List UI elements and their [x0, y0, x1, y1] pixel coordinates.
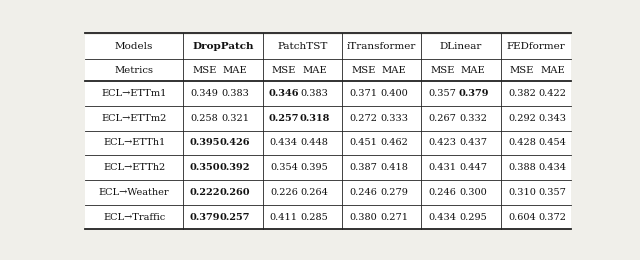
Text: 0.388: 0.388 [508, 163, 536, 172]
Text: 0.321: 0.321 [221, 114, 249, 123]
Text: 0.333: 0.333 [380, 114, 408, 123]
Text: 0.264: 0.264 [301, 188, 328, 197]
Text: ECL→ETTh1: ECL→ETTh1 [103, 139, 165, 147]
Text: 0.448: 0.448 [301, 139, 328, 147]
Text: 0.434: 0.434 [429, 213, 456, 222]
Text: 0.260: 0.260 [220, 188, 251, 197]
Text: DLinear: DLinear [440, 42, 482, 51]
Text: 0.418: 0.418 [380, 163, 408, 172]
Text: DropPatch: DropPatch [192, 42, 253, 51]
Text: PatchTST: PatchTST [277, 42, 328, 51]
Text: 0.372: 0.372 [539, 213, 566, 222]
Text: 0.350: 0.350 [189, 163, 220, 172]
Text: 0.226: 0.226 [270, 188, 298, 197]
Text: 0.371: 0.371 [349, 89, 377, 98]
Text: MAE: MAE [540, 66, 565, 75]
Text: 0.383: 0.383 [221, 89, 249, 98]
Text: MSE: MSE [509, 66, 534, 75]
Text: MAE: MAE [461, 66, 486, 75]
Text: 0.395: 0.395 [301, 163, 328, 172]
Text: 0.246: 0.246 [349, 188, 377, 197]
Text: ECL→ETTh2: ECL→ETTh2 [103, 163, 165, 172]
Text: ECL→Weather: ECL→Weather [99, 188, 170, 197]
Text: 0.279: 0.279 [380, 188, 408, 197]
Text: 0.379: 0.379 [189, 213, 220, 222]
Text: Models: Models [115, 42, 153, 51]
Text: 0.380: 0.380 [349, 213, 377, 222]
Text: 0.379: 0.379 [458, 89, 488, 98]
Text: MSE: MSE [192, 66, 217, 75]
Text: 0.222: 0.222 [189, 188, 220, 197]
Text: ECL→ETTm1: ECL→ETTm1 [101, 89, 167, 98]
Text: 0.295: 0.295 [460, 213, 487, 222]
Text: 0.246: 0.246 [429, 188, 456, 197]
Text: 0.462: 0.462 [380, 139, 408, 147]
Text: 0.346: 0.346 [269, 89, 299, 98]
Text: MSE: MSE [430, 66, 455, 75]
Text: 0.454: 0.454 [539, 139, 566, 147]
Text: FEDformer: FEDformer [506, 42, 565, 51]
Text: 0.257: 0.257 [269, 114, 299, 123]
Text: 0.271: 0.271 [380, 213, 408, 222]
Text: Metrics: Metrics [115, 66, 154, 75]
Text: 0.383: 0.383 [301, 89, 328, 98]
Text: 0.318: 0.318 [300, 114, 330, 123]
Text: 0.411: 0.411 [270, 213, 298, 222]
Text: 0.437: 0.437 [460, 139, 487, 147]
Text: 0.349: 0.349 [191, 89, 218, 98]
Text: 0.423: 0.423 [429, 139, 456, 147]
Text: MAE: MAE [302, 66, 327, 75]
Text: 0.357: 0.357 [429, 89, 456, 98]
Text: MSE: MSE [271, 66, 296, 75]
Text: 0.257: 0.257 [220, 213, 250, 222]
Text: 0.272: 0.272 [349, 114, 377, 123]
Text: MAE: MAE [223, 66, 248, 75]
Text: 0.392: 0.392 [220, 163, 250, 172]
Text: 0.395: 0.395 [189, 139, 220, 147]
Text: MSE: MSE [351, 66, 376, 75]
Text: 0.387: 0.387 [349, 163, 377, 172]
Text: 0.400: 0.400 [380, 89, 408, 98]
Text: 0.428: 0.428 [508, 139, 536, 147]
Text: 0.382: 0.382 [508, 89, 536, 98]
Text: ECL→Traffic: ECL→Traffic [103, 213, 165, 222]
Text: 0.332: 0.332 [460, 114, 487, 123]
Text: 0.258: 0.258 [191, 114, 218, 123]
Text: 0.357: 0.357 [539, 188, 566, 197]
Text: 0.604: 0.604 [508, 213, 536, 222]
Text: iTransformer: iTransformer [347, 42, 416, 51]
Text: 0.267: 0.267 [429, 114, 456, 123]
Text: 0.310: 0.310 [508, 188, 536, 197]
FancyBboxPatch shape [85, 35, 571, 229]
Text: 0.451: 0.451 [349, 139, 377, 147]
Text: 0.447: 0.447 [460, 163, 487, 172]
Text: 0.434: 0.434 [270, 139, 298, 147]
Text: 0.300: 0.300 [460, 188, 487, 197]
Text: 0.426: 0.426 [220, 139, 250, 147]
Text: ECL→ETTm2: ECL→ETTm2 [101, 114, 167, 123]
Text: 0.285: 0.285 [301, 213, 328, 222]
Text: 0.422: 0.422 [539, 89, 566, 98]
Text: MAE: MAE [381, 66, 406, 75]
Text: 0.434: 0.434 [539, 163, 566, 172]
Text: 0.343: 0.343 [539, 114, 566, 123]
Text: 0.292: 0.292 [508, 114, 536, 123]
Text: 0.354: 0.354 [270, 163, 298, 172]
Text: 0.431: 0.431 [429, 163, 456, 172]
